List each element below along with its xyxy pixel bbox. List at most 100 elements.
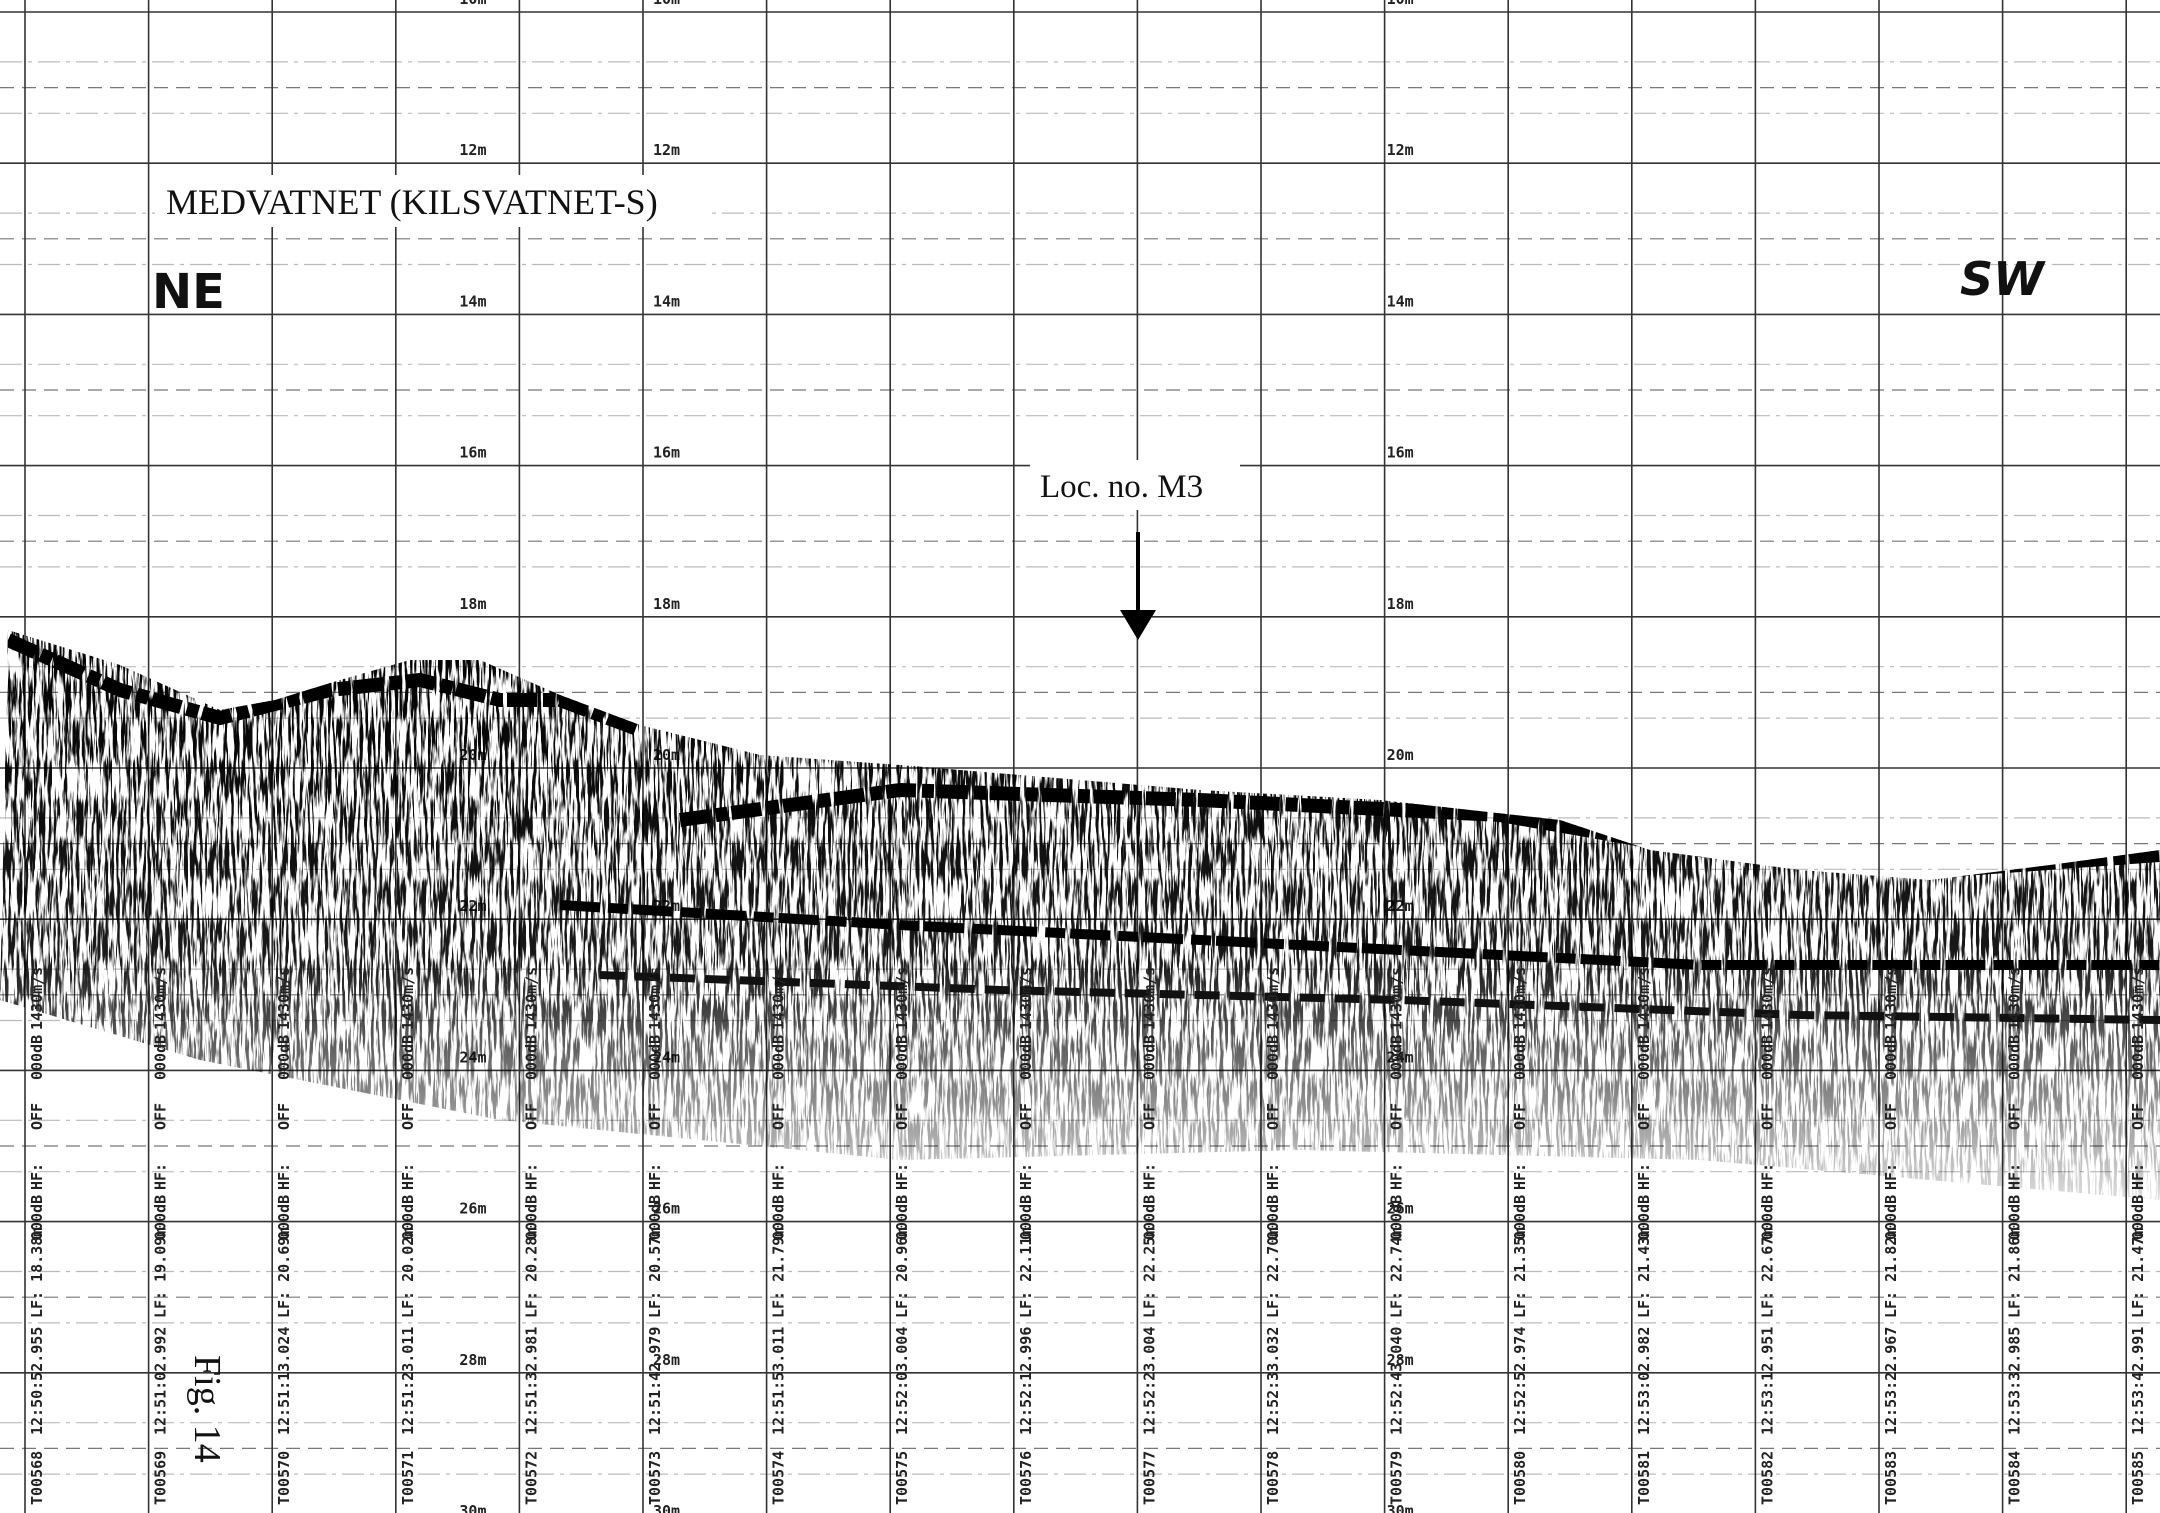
ping-speed: 1430m/s [646, 967, 664, 1030]
ping-id: T00583 [1882, 1451, 1900, 1505]
ping-hf: HF: [1511, 1163, 1529, 1190]
ping-lf-gain: 000dB [152, 1195, 170, 1240]
ping-time: 12:51:13.024 [275, 1327, 293, 1435]
ping-hf-state: OFF [522, 1103, 540, 1130]
ping-lf-gain: 000dB [770, 1195, 788, 1240]
ping-hf: HF: [2006, 1163, 2024, 1190]
ping-lf: LF: 20.28m [522, 1228, 540, 1318]
ping-lf: LF: 19.09m [152, 1228, 170, 1318]
ping-hf-state: OFF [399, 1103, 417, 1130]
ping-lf-gain: 000dB [275, 1195, 293, 1240]
ping-id: T00577 [1140, 1451, 1158, 1505]
ping-lf: LF: 20.02m [399, 1228, 417, 1318]
ping-hf-state: OFF [770, 1103, 788, 1130]
ping-time: 12:50:52.955 [28, 1327, 46, 1435]
ping-id: T00582 [1758, 1451, 1776, 1505]
ping-speed: 1430m/s [1882, 967, 1900, 1030]
ping-time: 12:52:03.004 [893, 1327, 911, 1435]
ping-lf-gain: 000dB [522, 1195, 540, 1240]
echo-reflector [599, 971, 2160, 1024]
location-arrow-head [1120, 610, 1156, 640]
depth-label: 26m [1387, 1200, 1414, 1218]
ping-hf-gain: 000dB [1511, 1035, 1529, 1080]
sw-direction: SW [1960, 252, 2046, 306]
ping-lf-gain: 000dB [1017, 1195, 1035, 1240]
ping-hf: HF: [1140, 1163, 1158, 1190]
ping-hf: HF: [28, 1163, 46, 1190]
ping-lf-gain: 000dB [1882, 1195, 1900, 1240]
ping-time: 12:51:23.011 [399, 1327, 417, 1435]
depth-label: 18m [1387, 595, 1414, 613]
ping-hf-gain: 000dB [1882, 1035, 1900, 1080]
depth-label: 10m [459, 0, 486, 8]
figure-title: MEDVATNET (KILSVATNET-S) [166, 182, 658, 222]
depth-label: 26m [653, 1200, 680, 1218]
depth-label: 16m [653, 444, 680, 462]
ping-lf-gain: 000dB [1140, 1195, 1158, 1240]
ping-hf: HF: [399, 1163, 417, 1190]
depth-label: 30m [653, 1502, 680, 1513]
ping-time: 12:51:53.011 [770, 1327, 788, 1435]
ping-time: 12:53:32.985 [2006, 1327, 2024, 1435]
ping-hf: HF: [646, 1163, 664, 1190]
ping-lf: LF: 20.69m [275, 1228, 293, 1318]
ping-id: T00579 [1388, 1451, 1406, 1505]
ping-hf-gain: 000dB [522, 1035, 540, 1080]
ping-hf-state: OFF [1882, 1103, 1900, 1130]
location-label: Loc. no. M3 [1040, 469, 1203, 505]
depth-label: 12m [653, 141, 680, 159]
ping-time: 12:52:33.032 [1264, 1327, 1282, 1435]
location-backdrop [1030, 460, 1240, 510]
ping-time: 12:51:42.979 [646, 1327, 664, 1435]
ping-lf-gain: 000dB [399, 1195, 417, 1240]
depth-label: 26m [459, 1200, 486, 1218]
ping-hf-state: OFF [1388, 1103, 1406, 1130]
ping-hf: HF: [152, 1163, 170, 1190]
figure-caption: Fig. 14 [186, 1355, 228, 1463]
ping-lf: LF: 22.70m [1264, 1228, 1282, 1318]
ping-speed: 1430m/s [1017, 967, 1035, 1030]
ping-hf-state: OFF [2129, 1103, 2147, 1130]
ping-speed: 1430m/s [1264, 967, 1282, 1030]
ping-lf: LF: 21.47m [2129, 1228, 2147, 1318]
ping-hf: HF: [1635, 1163, 1653, 1190]
depth-label: 28m [459, 1351, 486, 1369]
ping-hf: HF: [2129, 1163, 2147, 1190]
depth-label: 14m [653, 292, 680, 310]
ping-hf-state: OFF [1264, 1103, 1282, 1130]
ping-hf: HF: [1882, 1163, 1900, 1190]
ping-id: T00570 [275, 1451, 293, 1505]
depth-label: 12m [1387, 141, 1414, 159]
ping-id: T00571 [399, 1451, 417, 1505]
ping-hf-state: OFF [2006, 1103, 2024, 1130]
ping-speed: 1430m/s [2129, 967, 2147, 1030]
ping-hf-gain: 000dB [2006, 1035, 2024, 1080]
depth-label: 16m [459, 444, 486, 462]
ping-lf-gain: 000dB [1758, 1195, 1776, 1240]
depth-label: 20m [1387, 746, 1414, 764]
ping-id: T00585 [2129, 1451, 2147, 1505]
ping-speed: 1430m/s [1388, 967, 1406, 1030]
ping-annotations: T00568 12:50:52.955 LF: 18.38m 000dB HF: OFF 0… [28, 967, 2147, 1505]
ping-hf: HF: [1017, 1163, 1035, 1190]
ping-hf-gain: 000dB [2129, 1035, 2147, 1080]
ping-speed: 1430m/s [1635, 967, 1653, 1030]
ping-speed: 1430m/s [152, 967, 170, 1030]
ping-speed: 1430m/s [1140, 967, 1158, 1030]
ping-lf-gain: 000dB [1511, 1195, 1529, 1240]
ping-speed: 1430m/s [893, 967, 911, 1030]
ping-lf: LF: 22.11m [1017, 1228, 1035, 1318]
ping-id: T00574 [770, 1451, 788, 1505]
ping-hf-gain: 000dB [770, 1035, 788, 1080]
ping-speed: 1430m/s [28, 967, 46, 1030]
ping-hf-state: OFF [1511, 1103, 1529, 1130]
ping-time: 12:52:52.974 [1511, 1327, 1529, 1435]
ping-hf-gain: 000dB [1017, 1035, 1035, 1080]
depth-label: 30m [459, 1502, 486, 1513]
ne-direction: NE [152, 264, 225, 320]
ping-hf-gain: 000dB [152, 1035, 170, 1080]
depth-label: 10m [1387, 0, 1414, 8]
ping-id: T00573 [646, 1451, 664, 1505]
